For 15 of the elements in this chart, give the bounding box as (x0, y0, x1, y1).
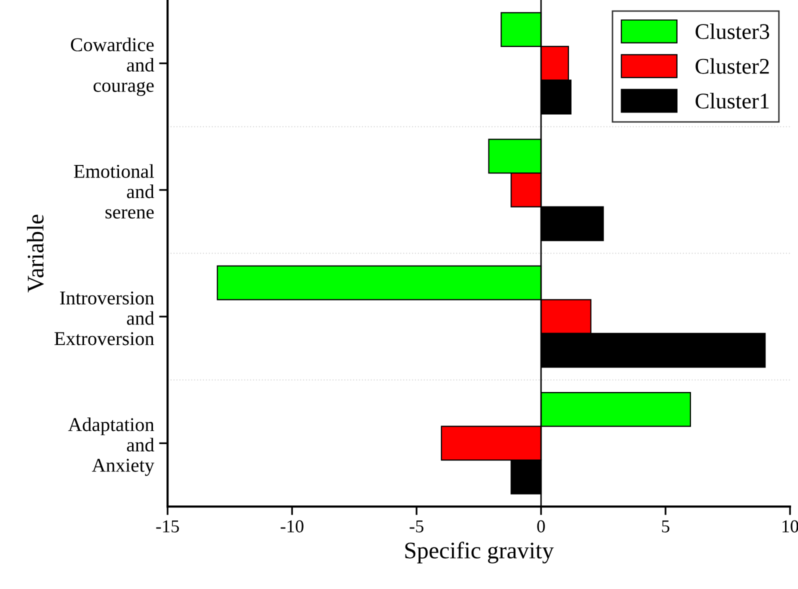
y-axis-title: Variable (26, 214, 44, 292)
y-tick-label: Emotional and serene (74, 164, 154, 219)
legend-label: Cluster1 (696, 92, 769, 109)
y-tick-label: Introversion and Extroversion (54, 291, 154, 346)
legend-label: Cluster2 (696, 58, 769, 74)
x-tick-label: -10 (280, 520, 304, 532)
x-tick-label: 10 (782, 520, 798, 532)
y-tick-label: Adaptation and Anxiety (68, 418, 154, 476)
legend-label: Cluster3 (696, 23, 770, 40)
x-tick-label: -5 (410, 520, 424, 532)
x-tick-label: 5 (662, 520, 670, 532)
x-axis-title: Specific gravity (405, 542, 554, 564)
x-tick-label: -15 (156, 520, 179, 532)
x-tick-label: 0 (537, 520, 545, 532)
y-tick-label: Cowardice and courage (70, 38, 154, 96)
